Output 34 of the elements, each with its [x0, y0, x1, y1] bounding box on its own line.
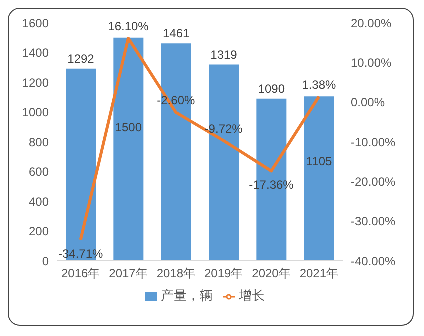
bar	[114, 38, 144, 261]
y2-tick-label: -40.00%	[351, 254, 396, 268]
x-tick-label: 2018年	[156, 266, 196, 281]
y-tick-label: 1400	[22, 46, 50, 60]
data-label: 1105	[306, 154, 333, 169]
y-tick-label: 1600	[22, 16, 50, 30]
data-label: 16.10%	[108, 19, 150, 34]
data-label: 1.38%	[302, 78, 337, 92]
y2-tick-label: -10.00%	[351, 135, 396, 150]
legend-label: 产量，辆	[161, 288, 213, 303]
x-tick-label: 2017年	[109, 266, 148, 281]
data-label: 1500	[115, 120, 142, 135]
y-tick-label: 600	[28, 165, 50, 180]
y-tick-label: 400	[28, 194, 50, 209]
y2-tick-label: 0.00%	[351, 96, 386, 110]
y-tick-label: 0	[42, 254, 50, 268]
x-tick-label: 2021年	[300, 266, 339, 281]
legend-label: 增长	[239, 288, 265, 303]
x-tick-label: 2019年	[204, 266, 244, 281]
y2-tick-label: -30.00%	[351, 214, 396, 229]
x-tick-label: 2016年	[61, 266, 100, 281]
y-tick-label: 1200	[22, 76, 50, 90]
data-label: 1292	[68, 52, 95, 66]
y2-tick-label: -20.00%	[351, 174, 396, 189]
data-label: 1090	[258, 82, 286, 96]
data-label: 1461	[162, 26, 190, 41]
y2-tick-label: 20.00%	[351, 16, 392, 30]
y-tick-label: 200	[28, 224, 50, 239]
y-tick-label: 1000	[22, 106, 50, 120]
x-tick-label: 2020年	[252, 266, 291, 281]
bar	[304, 96, 334, 261]
y-tick-label: 800	[28, 135, 50, 150]
data-label: 1319	[210, 48, 238, 62]
y2-tick-label: 10.00%	[351, 56, 392, 70]
